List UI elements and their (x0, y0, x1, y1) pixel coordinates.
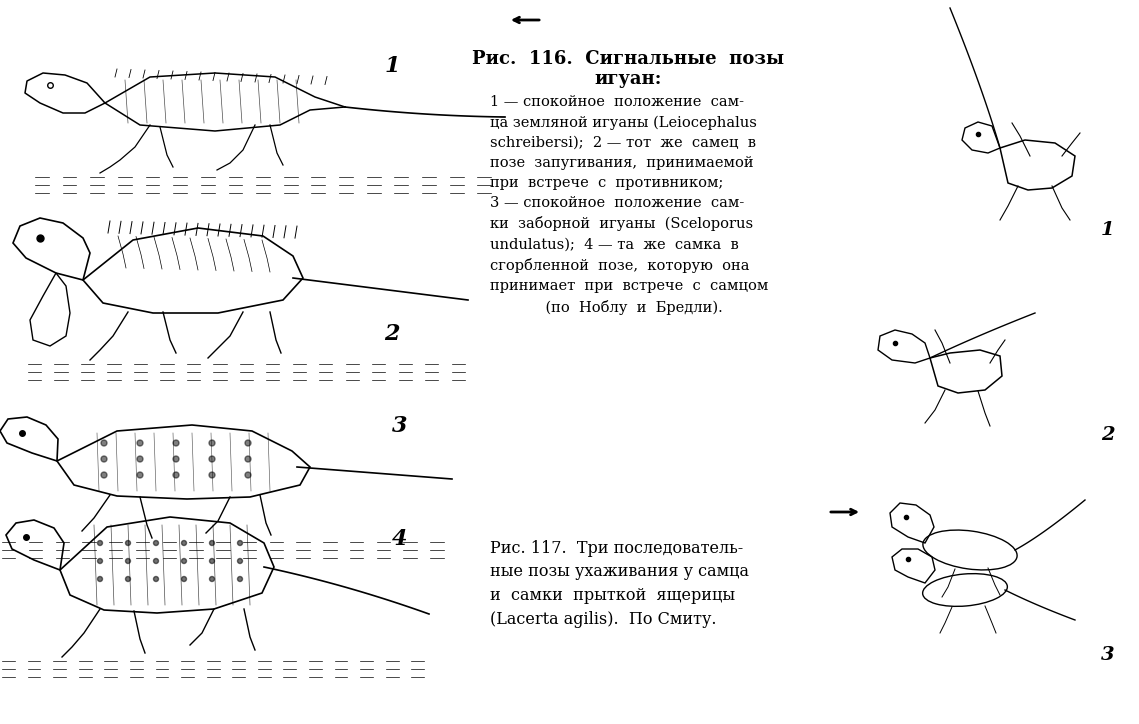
Text: 2: 2 (384, 323, 400, 345)
Text: 3: 3 (1101, 646, 1115, 664)
Text: 3: 3 (392, 415, 408, 437)
Circle shape (238, 576, 243, 581)
Circle shape (125, 558, 131, 563)
Circle shape (181, 576, 187, 581)
Circle shape (238, 541, 243, 545)
Circle shape (101, 456, 107, 462)
Circle shape (208, 440, 215, 446)
Circle shape (210, 558, 214, 563)
Circle shape (154, 576, 158, 581)
Text: Рис.  116.  Сигнальные  позы: Рис. 116. Сигнальные позы (472, 50, 784, 68)
Text: 1 — спокойное  положение  сам-
ца земляной игуаны (Leiocephalus
schreibersi);  2: 1 — спокойное положение сам- ца земляной… (490, 95, 769, 315)
Circle shape (98, 541, 103, 545)
Circle shape (245, 456, 251, 462)
Text: 1: 1 (1101, 221, 1115, 239)
Text: игуан:: игуан: (595, 70, 662, 88)
Circle shape (137, 440, 144, 446)
Circle shape (208, 456, 215, 462)
Text: Рис. 117.  Три последователь-
ные позы ухаживания у самца
и  самки  прыткой  яще: Рис. 117. Три последователь- ные позы ух… (490, 540, 749, 628)
Circle shape (101, 440, 107, 446)
Circle shape (101, 472, 107, 478)
Circle shape (181, 558, 187, 563)
Circle shape (181, 541, 187, 545)
Circle shape (208, 472, 215, 478)
Text: 4: 4 (392, 528, 408, 550)
Circle shape (238, 558, 243, 563)
Circle shape (98, 576, 103, 581)
Circle shape (125, 576, 131, 581)
Circle shape (173, 472, 179, 478)
Text: 2: 2 (1101, 426, 1115, 444)
Circle shape (154, 558, 158, 563)
Circle shape (210, 576, 214, 581)
Circle shape (245, 440, 251, 446)
Circle shape (98, 558, 103, 563)
Circle shape (137, 472, 144, 478)
Text: 1: 1 (384, 55, 400, 77)
Circle shape (245, 472, 251, 478)
Circle shape (154, 541, 158, 545)
Circle shape (125, 541, 131, 545)
Circle shape (210, 541, 214, 545)
Circle shape (173, 440, 179, 446)
Circle shape (137, 456, 144, 462)
Circle shape (173, 456, 179, 462)
